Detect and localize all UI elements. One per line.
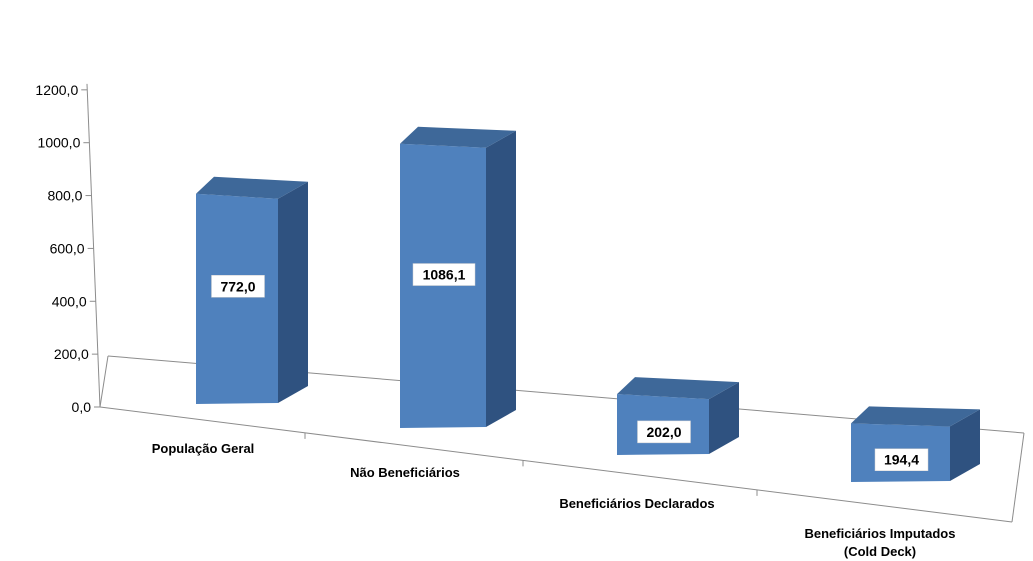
bar-front-face [400,143,486,429]
y-tick-label: 400,0 [52,293,87,309]
category-label-line: Beneficiários Imputados [805,526,956,541]
y-tick-label: 1000,0 [38,135,81,151]
data-label: 1086,1 [423,267,466,283]
category-label: População Geral [152,441,255,456]
category-label: Não Beneficiários [350,465,460,480]
y-tick-label: 800,0 [47,188,82,204]
y-tick-label: 200,0 [54,346,89,362]
y-tick-label: 0,0 [72,399,92,415]
data-label-box [412,263,476,286]
category-label-line: Não Beneficiários [350,465,460,480]
category-label-line: (Cold Deck) [844,544,916,559]
y-tick-label: 600,0 [50,240,85,256]
data-label: 202,0 [646,424,681,440]
x-axis-line [99,406,1013,523]
data-label: 194,4 [884,452,919,468]
y-axis-line [86,83,101,408]
data-label: 772,0 [220,278,255,294]
bar [400,126,516,429]
bar-side-face [709,382,739,454]
bar-top-face [617,377,739,400]
y-tick-label: 1200,0 [35,82,78,98]
bar-side-face [950,409,980,481]
bar-top-face [851,406,980,427]
category-label: Beneficiários Declarados [559,496,714,511]
bar-side-face [486,130,516,428]
bar-front-face [196,193,278,404]
bar-top-face [196,176,308,199]
bar-side-face [278,181,308,403]
floor-right-edge [1011,432,1025,523]
data-label-box [211,275,265,298]
category-label-line: População Geral [152,441,255,456]
category-label-line: Beneficiários Declarados [559,496,714,511]
floor-left-edge [99,355,109,408]
bar [617,377,739,455]
chart-bars [196,126,980,482]
category-label: Beneficiários Imputados (Cold Deck) [805,526,956,559]
data-label-box [637,420,691,444]
data-label-box [874,448,929,471]
bar [196,176,308,404]
bar-top-face [400,126,516,148]
chart-labels: 772,0 1086,1 202,0 194,4 População Geral Não … [152,263,956,559]
